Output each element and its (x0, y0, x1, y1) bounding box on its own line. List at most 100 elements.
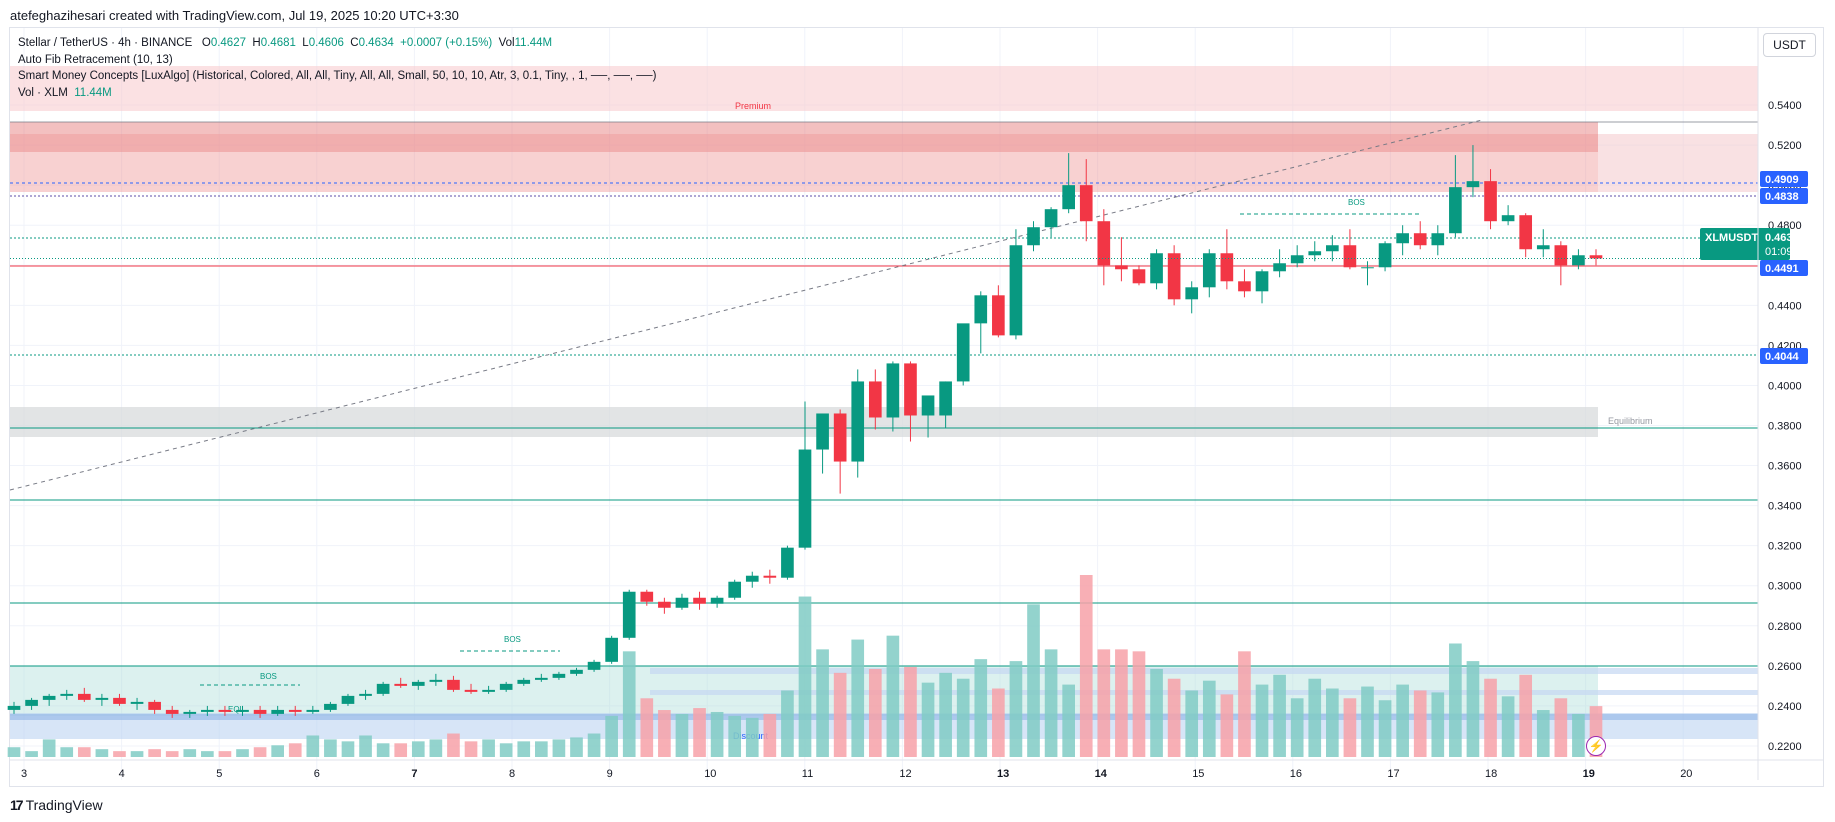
y-tick-label: 0.2200 (1768, 741, 1802, 753)
bos-label-3: BOS (260, 672, 277, 681)
candle-body (1431, 233, 1445, 246)
candle-body (745, 575, 759, 582)
volume-bar (1009, 661, 1023, 757)
low-label: L (302, 37, 309, 49)
candle-body (552, 673, 566, 678)
volume-bar (1326, 688, 1339, 757)
volume-bar (1308, 678, 1322, 757)
candle-body (341, 695, 355, 704)
bos-label-1: BOS (1348, 198, 1365, 207)
candle-body (851, 381, 865, 462)
y-tick-label: 0.3200 (1768, 541, 1802, 553)
currency-button[interactable]: USDT (1763, 33, 1816, 57)
candle-body (1484, 181, 1497, 222)
candle-body (411, 681, 425, 686)
candle-body (956, 323, 970, 382)
volume-bar (781, 690, 794, 757)
candle-body (1220, 253, 1234, 282)
volume-bar (640, 698, 654, 757)
volume-bar (113, 751, 126, 757)
candle-body (640, 591, 654, 602)
indicator-smc[interactable]: Smart Money Concepts [LuxAlgo] (Historic… (18, 70, 657, 82)
volume-bar (499, 743, 513, 757)
volume-bar (710, 711, 724, 757)
volume-bar (1097, 649, 1111, 757)
candle-body (1290, 255, 1304, 264)
volume-bar (1449, 643, 1462, 757)
y-tick-label: 0.2600 (1768, 661, 1802, 673)
candle-body (60, 693, 74, 696)
premium-zone (10, 66, 1758, 111)
volume-bar (535, 741, 548, 757)
volume-bar (148, 749, 161, 757)
order-block-mid (10, 134, 1598, 192)
volume-bar (7, 747, 21, 757)
volume-bar (728, 715, 742, 757)
candle-body (1554, 245, 1568, 266)
volume-bar (376, 743, 390, 757)
y-tick-label: 0.2800 (1768, 621, 1802, 633)
candle-body (1343, 245, 1357, 268)
volume-bar (1167, 678, 1181, 757)
volume-bar (1027, 604, 1040, 757)
price-tag-upper-b-bg (1760, 188, 1808, 204)
volume-bar (570, 737, 583, 757)
volume-bar (1396, 684, 1409, 757)
x-tick-label: 19 (1583, 768, 1595, 780)
candle-body (992, 295, 1005, 336)
candle-body (7, 705, 21, 710)
candle-body (148, 701, 161, 710)
bos-label-2: BOS (504, 635, 521, 644)
volume-value: 11.44M (74, 86, 112, 99)
ticker-tag: XLMUSDT (1705, 232, 1758, 244)
volume-bar (798, 596, 812, 757)
candle-body (1273, 263, 1286, 272)
volume-bar (218, 751, 232, 757)
candle-body (1044, 209, 1058, 228)
volume-bar (271, 745, 284, 757)
eql-label: EQL (228, 705, 245, 714)
candle-body (1361, 267, 1374, 269)
candle-body (587, 661, 601, 670)
volume-bar (587, 733, 601, 757)
x-tick-label: 11 (802, 768, 813, 780)
symbol-label[interactable]: Stellar / TetherUS · 4h · BINANCE (18, 37, 193, 49)
volume-bar (693, 708, 706, 757)
candle-body (904, 363, 917, 416)
price-tag-upper-b: 0.4838 (1765, 191, 1799, 203)
x-tick-label: 6 (314, 768, 320, 780)
lightning-icon[interactable]: ⚡ (1586, 736, 1606, 756)
indicator-fib[interactable]: Auto Fib Retracement (10, 13) (18, 53, 173, 66)
candle-body (464, 689, 478, 692)
candle-body (1378, 243, 1392, 268)
candle-body (1027, 227, 1040, 246)
tradingview-brand[interactable]: 17 TradingView (10, 797, 103, 813)
candle-body (1589, 255, 1603, 259)
candle-body (201, 709, 214, 712)
candle-body (763, 575, 777, 578)
candle-body (886, 363, 900, 418)
candle-body (1097, 221, 1111, 266)
x-tick-label: 14 (1095, 768, 1108, 780)
y-tick-label: 0.2400 (1768, 701, 1802, 713)
x-tick-label: 17 (1387, 768, 1399, 780)
candle-body (658, 601, 671, 608)
candle-body (288, 709, 302, 712)
indicator-volume[interactable]: Vol · XLM 11.44M (18, 85, 656, 102)
discount-band (10, 714, 1758, 720)
volume-bar (1572, 713, 1585, 757)
volume-bar (1343, 698, 1357, 757)
price-tag-lower-red: 0.4491 (1765, 263, 1799, 275)
chart-frame[interactable] (9, 27, 1824, 787)
candle-body (605, 637, 618, 662)
x-tick-label: 9 (607, 768, 613, 780)
volume-bar (868, 668, 882, 757)
volume-bar (183, 749, 197, 757)
volume-bar (1062, 684, 1075, 757)
volume-bar (482, 739, 495, 757)
volume-bar (974, 659, 988, 757)
x-tick-label: 12 (899, 768, 911, 780)
candle-body (376, 683, 390, 694)
high-value: 0.4681 (260, 37, 296, 49)
